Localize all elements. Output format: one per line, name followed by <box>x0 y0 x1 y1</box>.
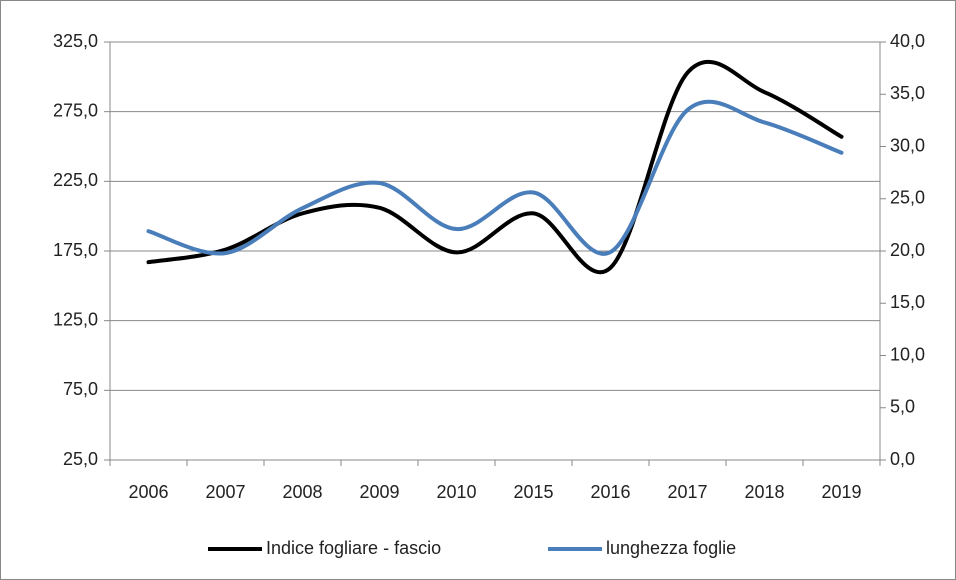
y-tick-label: 125,0 <box>53 309 98 329</box>
x-tick-label: 2016 <box>590 482 630 502</box>
legend-label: lunghezza foglie <box>606 538 736 558</box>
series-line <box>146 99 844 256</box>
x-tick-label: 2007 <box>205 482 245 502</box>
y2-tick-label: 10,0 <box>890 344 925 364</box>
y2-tick-label: 5,0 <box>890 397 915 417</box>
x-tick-label: 2019 <box>821 482 861 502</box>
y2-tick-label: 20,0 <box>890 240 925 260</box>
x-tick-label: 2009 <box>359 482 399 502</box>
x-tick-label: 2015 <box>513 482 553 502</box>
y-tick-label: 175,0 <box>53 240 98 260</box>
y-tick-label: 75,0 <box>63 379 98 399</box>
y2-tick-label: 0,0 <box>890 449 915 469</box>
x-tick-label: 2018 <box>744 482 784 502</box>
x-tick-label: 2008 <box>282 482 322 502</box>
x-tick-label: 2017 <box>667 482 707 502</box>
y2-tick-label: 15,0 <box>890 292 925 312</box>
y2-tick-label: 35,0 <box>890 83 925 103</box>
x-tick-label: 2010 <box>436 482 476 502</box>
y-tick-label: 25,0 <box>63 449 98 469</box>
y2-tick-label: 30,0 <box>890 135 925 155</box>
legend-label: Indice fogliare - fascio <box>266 538 441 558</box>
x-tick-label: 2006 <box>128 482 168 502</box>
y-tick-label: 275,0 <box>53 100 98 120</box>
y2-tick-label: 40,0 <box>890 31 925 51</box>
y-tick-label: 225,0 <box>53 170 98 190</box>
y-tick-label: 325,0 <box>53 31 98 51</box>
y2-tick-label: 25,0 <box>890 188 925 208</box>
